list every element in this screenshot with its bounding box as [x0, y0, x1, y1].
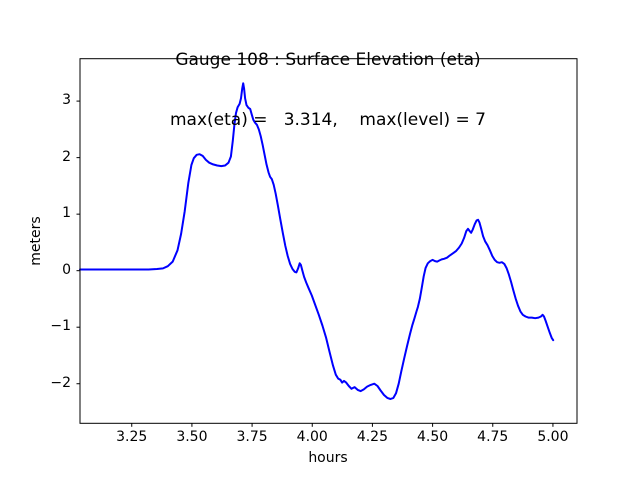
eta-line — [79, 82, 555, 400]
x-tick-label: 4.00 — [296, 429, 328, 445]
x-tick-label: 3.25 — [116, 429, 148, 445]
chart-title: Gauge 108 : Surface Elevation (eta) — [175, 50, 481, 70]
y-tick-label: 0 — [62, 261, 71, 278]
x-tick-label: 4.75 — [477, 429, 509, 445]
y-tick-label: 2 — [62, 148, 71, 165]
x-tick-label: 3.50 — [176, 429, 208, 445]
chart-subtitle: max(eta) = 3.314, max(level) = 7 — [170, 110, 486, 130]
series-lines — [79, 82, 555, 400]
y-tick-label: 1 — [62, 205, 71, 222]
x-tick-label: 4.25 — [356, 429, 388, 445]
x-axis-label: hours — [308, 450, 348, 466]
tick-marks — [76, 100, 554, 427]
y-tick-label: −2 — [50, 374, 71, 391]
x-tick-label: 5.00 — [537, 429, 569, 445]
y-axis-label: meters — [28, 216, 44, 266]
x-tick-label: 3.75 — [236, 429, 268, 445]
x-tick-label: 4.50 — [416, 429, 449, 445]
y-tick-label: 3 — [62, 92, 71, 109]
y-tick-label: −1 — [50, 318, 71, 335]
chart-title-block: Gauge 108 : Surface Elevation (eta) max(… — [170, 10, 486, 170]
axes-box — [79, 58, 578, 424]
